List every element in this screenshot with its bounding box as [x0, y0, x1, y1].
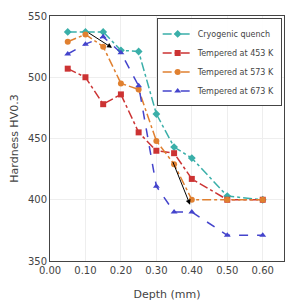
- svg-text:0.60: 0.60: [252, 265, 274, 276]
- svg-text:500: 500: [28, 72, 47, 83]
- svg-text:Tempered at 673 K: Tempered at 673 K: [197, 87, 274, 96]
- svg-text:Hardness HV0.3: Hardness HV0.3: [8, 94, 21, 182]
- svg-text:Depth (mm): Depth (mm): [133, 288, 200, 301]
- svg-text:350: 350: [28, 256, 47, 267]
- svg-text:Cryogenic quench: Cryogenic quench: [198, 30, 270, 39]
- svg-text:0.50: 0.50: [216, 265, 238, 276]
- svg-text:0.40: 0.40: [181, 265, 203, 276]
- svg-text:Tempered at 453 K: Tempered at 453 K: [197, 49, 274, 58]
- svg-text:0.20: 0.20: [110, 265, 132, 276]
- svg-text:0.30: 0.30: [145, 265, 167, 276]
- svg-text:0.00: 0.00: [39, 265, 61, 276]
- svg-text:400: 400: [28, 194, 47, 205]
- svg-text:450: 450: [28, 133, 47, 144]
- svg-text:550: 550: [28, 11, 47, 22]
- svg-text:0.10: 0.10: [74, 265, 96, 276]
- svg-text:Tempered at 573 K: Tempered at 573 K: [197, 68, 274, 77]
